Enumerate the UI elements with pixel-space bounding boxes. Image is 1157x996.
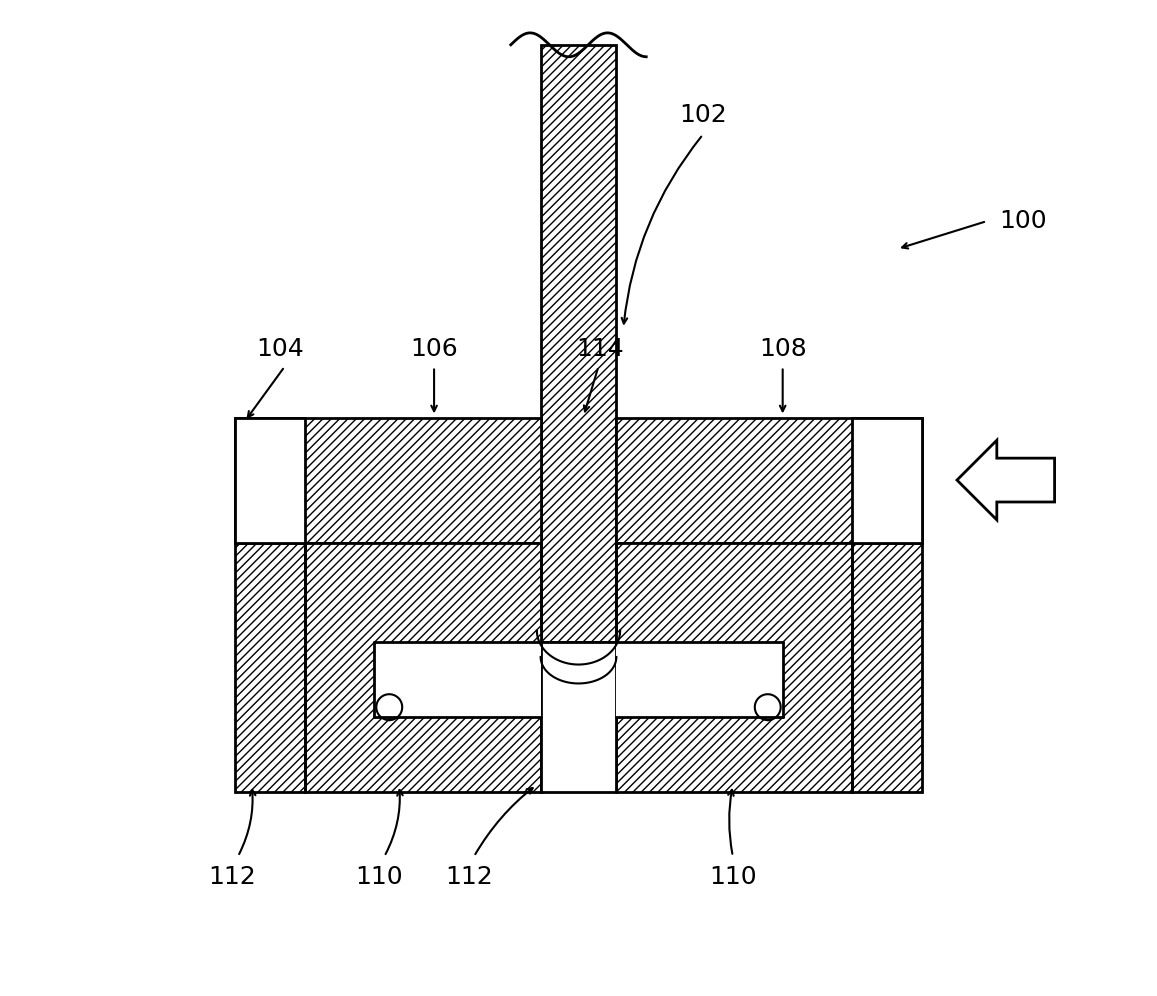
Text: 112: 112 — [445, 865, 493, 888]
Bar — [304, 543, 540, 792]
Bar — [235, 418, 304, 543]
Bar — [617, 543, 853, 792]
Text: 100: 100 — [998, 209, 1046, 233]
Bar — [853, 418, 922, 543]
Text: 108: 108 — [759, 337, 806, 361]
Bar — [617, 642, 782, 717]
Bar — [375, 642, 540, 717]
Text: 112: 112 — [208, 865, 256, 888]
Bar — [235, 418, 540, 543]
Text: 104: 104 — [256, 337, 303, 361]
Text: 110: 110 — [709, 865, 757, 888]
Polygon shape — [957, 440, 1054, 520]
Text: 106: 106 — [411, 337, 458, 361]
Text: 110: 110 — [355, 865, 403, 888]
Bar — [540, 45, 617, 642]
Text: 114: 114 — [576, 337, 625, 361]
Bar — [853, 543, 922, 792]
Bar — [235, 543, 304, 792]
Bar — [540, 642, 617, 792]
Bar — [617, 418, 922, 543]
Text: 102: 102 — [679, 104, 727, 127]
